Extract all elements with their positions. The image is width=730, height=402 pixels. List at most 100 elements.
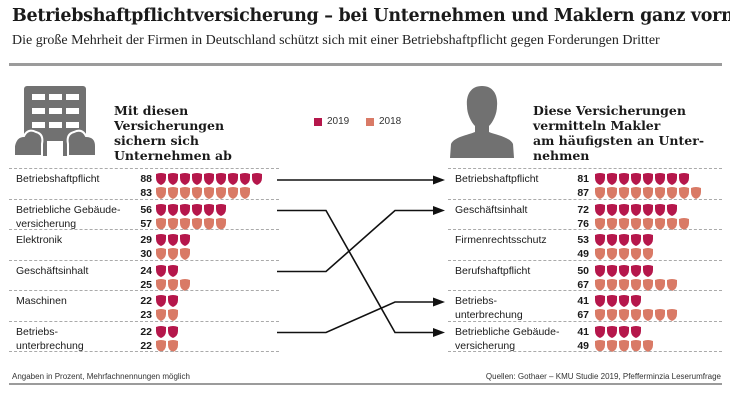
shield-icon-2018 — [607, 309, 617, 321]
shield-bar-2018 — [156, 309, 178, 321]
row-divider — [9, 168, 279, 169]
shield-icon-2018 — [607, 278, 617, 291]
shield-icon-2018 — [655, 217, 665, 230]
shield-icon-2018 — [216, 217, 226, 230]
shield-icon-2018 — [631, 248, 641, 260]
footer-sources: Quellen: Gothaer – KMU Studie 2019, Pfef… — [485, 372, 721, 381]
shield-bar-2019 — [595, 264, 653, 277]
shield-icon-2018 — [691, 187, 701, 199]
shield-icon-2019 — [619, 173, 629, 185]
shield-icon-2019 — [643, 264, 653, 277]
row-label: Geschäftsinhalt — [16, 264, 89, 277]
shield-icon-2018 — [595, 309, 605, 321]
shield-icon-2019 — [643, 173, 653, 185]
shield-bar-2019 — [595, 234, 653, 246]
shield-bar-2018 — [595, 278, 677, 291]
shield-icon-2018 — [607, 217, 617, 230]
shield-icon-2019 — [168, 295, 178, 307]
row-label: Betriebs-unterbrechung — [16, 325, 84, 352]
shield-icon-2019 — [667, 173, 677, 185]
shield-icon-2018 — [216, 187, 226, 199]
row-label: Berufshaftpflicht — [455, 264, 531, 277]
shield-icon-2018 — [607, 187, 617, 199]
shield-bar-2018 — [595, 187, 701, 199]
shield-bar-2018 — [156, 339, 178, 352]
shield-icon-2019 — [192, 173, 202, 185]
shield-bar-2019 — [595, 325, 641, 338]
shield-icon-2018 — [619, 278, 629, 291]
shield-bar-2019 — [595, 203, 677, 216]
shield-icon-2019 — [168, 173, 178, 185]
legend-swatch-2019 — [314, 117, 322, 126]
arrowhead-icon — [433, 297, 445, 307]
shield-icon-2019 — [595, 325, 605, 338]
arrowhead-icon — [433, 175, 445, 185]
shield-icon-2019 — [595, 173, 605, 185]
shield-icon-2019 — [180, 234, 190, 246]
row-divider — [9, 198, 279, 200]
shield-bar-2019 — [595, 295, 641, 307]
shield-icon-2018 — [631, 217, 641, 230]
shield-icon-2019 — [667, 203, 677, 216]
shield-icon-2018 — [228, 187, 238, 199]
value-2019: 41 — [577, 295, 589, 307]
legend-2019: 2019 — [314, 116, 349, 127]
legend-2018: 2018 — [366, 116, 401, 127]
value-2018: 83 — [140, 187, 152, 199]
row-label: Maschinen — [16, 295, 67, 307]
shield-icon-2018 — [595, 339, 605, 352]
row-divider — [9, 229, 279, 230]
shield-icon-2018 — [667, 278, 677, 291]
page-subtitle: Die große Mehrheit der Firmen in Deutsch… — [12, 33, 660, 48]
value-2019: 50 — [577, 264, 589, 277]
row-label: Betriebshaftpflicht — [16, 173, 100, 185]
shield-icon-2018 — [667, 217, 677, 230]
row-divider — [448, 290, 722, 291]
row-label: Betriebshaftpflicht — [455, 173, 539, 185]
shield-icon-2018 — [595, 248, 605, 260]
shield-bar-2019 — [156, 325, 178, 338]
row-divider — [448, 168, 722, 169]
shield-icon-2019 — [631, 295, 641, 307]
row-divider — [448, 351, 722, 352]
shield-icon-2018 — [643, 339, 653, 352]
shield-bar-2018 — [156, 187, 250, 199]
row-label: Geschäftsinhalt — [455, 203, 528, 216]
shield-icon-2018 — [655, 187, 665, 199]
shield-icon-2018 — [156, 278, 166, 291]
shield-icon-2018 — [631, 187, 641, 199]
shield-icon-2019 — [619, 234, 629, 246]
value-2018: 87 — [577, 187, 589, 199]
row-divider — [448, 320, 722, 322]
shield-icon-2018 — [192, 187, 202, 199]
shield-icon-2019 — [595, 264, 605, 277]
shield-icon-2019 — [607, 203, 617, 216]
shield-icon-2018 — [156, 309, 166, 321]
shield-icon-2019 — [607, 264, 617, 277]
row-label: Elektronik — [16, 234, 63, 246]
shield-bar-2019 — [595, 173, 689, 185]
shield-icon-2019 — [168, 203, 178, 216]
shield-bar-2019 — [156, 173, 262, 185]
shield-icon-2019 — [655, 173, 665, 185]
page-title: Betriebshaftpflichtversicherung – bei Un… — [12, 6, 730, 26]
shield-icon-2019 — [240, 173, 250, 185]
value-2019: 22 — [140, 295, 152, 307]
person-silhouette-icon — [450, 86, 514, 158]
shield-icon-2019 — [180, 173, 190, 185]
shield-icon-2018 — [667, 187, 677, 199]
shield-icon-2018 — [156, 187, 166, 199]
link-line — [277, 301, 435, 334]
row-label: Betriebliche Gebäude-versicherung — [16, 203, 121, 230]
shield-icon-2019 — [216, 203, 226, 216]
shield-icon-2019 — [168, 264, 178, 277]
shield-icon-2018 — [168, 217, 178, 230]
shield-icon-2018 — [631, 339, 641, 352]
value-2019: 72 — [577, 203, 589, 216]
shield-icon-2019 — [631, 264, 641, 277]
shield-icon-2019 — [156, 173, 166, 185]
shield-icon-2018 — [168, 309, 178, 321]
shield-icon-2018 — [679, 217, 689, 230]
row-divider — [9, 320, 279, 322]
